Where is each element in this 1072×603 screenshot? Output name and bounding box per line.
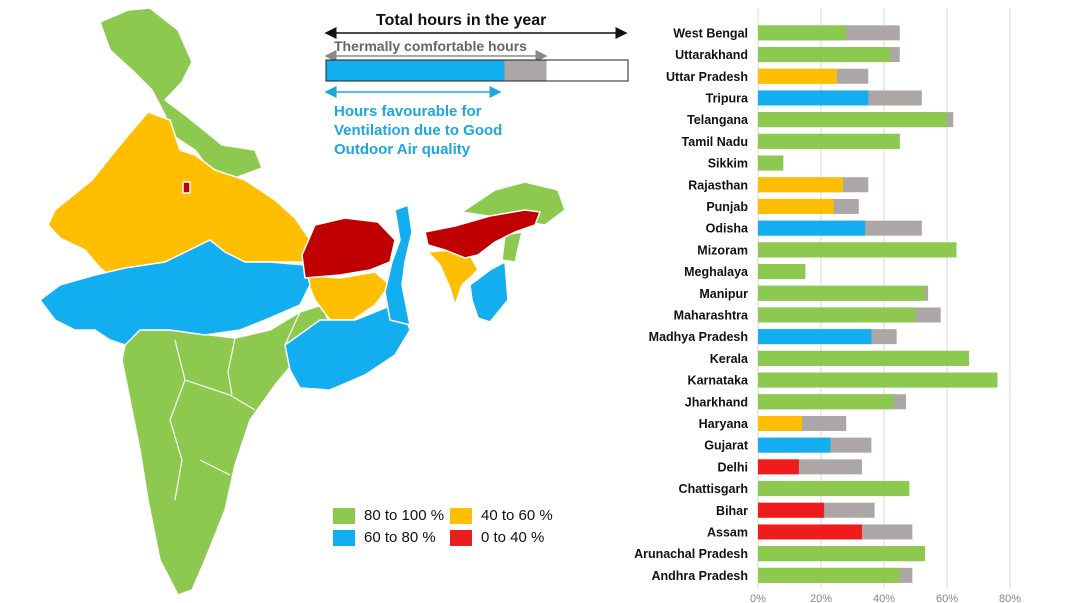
category-label: Maharashtra [674, 308, 749, 322]
bar-ventilation [758, 437, 831, 453]
bar-ventilation [758, 90, 869, 106]
bar-ventilation [758, 459, 799, 475]
category-label: Telangana [687, 113, 749, 127]
bar-ventilation [758, 481, 910, 497]
region-green-meghalaya [501, 231, 523, 263]
category-label: Mizoram [697, 243, 748, 257]
x-tick-label: 60% [936, 593, 958, 603]
legend-swatch [333, 507, 355, 524]
category-label: Assam [707, 525, 748, 539]
category-label: Karnataka [688, 374, 749, 388]
legend-item-60-80: 60 to 80 % [333, 529, 436, 546]
region-blue-bengal [384, 204, 413, 326]
category-label: Rajasthan [688, 178, 748, 192]
region-red-assam [424, 209, 541, 259]
bar-ventilation [758, 372, 998, 388]
category-label: Delhi [717, 460, 748, 474]
legend-label: 80 to 100 % [364, 507, 445, 524]
bar-ventilation [758, 47, 891, 63]
bar-ventilation [758, 546, 925, 562]
legend-swatch [450, 529, 472, 546]
region-blue-odisha [284, 301, 411, 391]
bar-ventilation [758, 264, 806, 280]
category-label: Meghalaya [684, 265, 749, 279]
bar-ventilation [758, 133, 900, 149]
bar-ventilation [758, 242, 957, 258]
key-bar-comfort [504, 60, 547, 81]
category-label: Manipur [699, 287, 748, 301]
category-label: Tripura [706, 91, 749, 105]
category-label: Uttar Pradesh [666, 70, 748, 84]
key-bar-ventilation [326, 60, 505, 81]
bar-ventilation [758, 112, 947, 128]
category-label: Uttarakhand [675, 48, 748, 62]
region-blue-tripura [469, 261, 509, 323]
key-graphic [324, 27, 629, 98]
region-green-south [121, 304, 331, 596]
category-label: West Bengal [673, 26, 748, 40]
bar-ventilation [758, 415, 803, 431]
key-comfort-hours-label: Thermally comfortable hours [334, 38, 527, 54]
bar-ventilation [758, 502, 825, 518]
legend-label: 40 to 60 % [481, 507, 553, 524]
bar-ventilation [758, 155, 784, 171]
legend-label: 60 to 80 % [364, 529, 436, 546]
legend-item-40-60: 40 to 60 % [450, 507, 553, 524]
x-tick-label: 20% [810, 593, 832, 603]
x-tick-label: 80% [999, 593, 1021, 603]
category-label: Punjab [706, 200, 748, 214]
bar-ventilation [758, 285, 925, 301]
legend-item-0-40: 0 to 40 % [450, 529, 544, 546]
category-label: Gujarat [704, 439, 749, 453]
category-label: Chattisgarh [679, 482, 748, 496]
category-label: Kerala [710, 352, 749, 366]
bar-ventilation [758, 394, 894, 410]
bar-ventilation [758, 567, 900, 583]
key-ventilation-hours-label: Hours favourable for Ventilation due to … [334, 103, 503, 158]
category-label: Odisha [706, 222, 749, 236]
india-map [39, 7, 566, 596]
region-blue-gujarat-mp [39, 239, 311, 346]
bar-ventilation [758, 177, 844, 193]
bar-ventilation [758, 524, 862, 540]
state-bar-chart: West Bengal Uttarakhand Uttar Pradesh Tripu… [634, 8, 1021, 603]
bar-ventilation [758, 198, 834, 214]
region-orange-northeast [427, 249, 479, 306]
category-label: Arunachal Pradesh [634, 547, 748, 561]
bar-ventilation [758, 220, 866, 236]
legend-item-80-100: 80 to 100 % [333, 507, 444, 524]
region-orange-jharkhand [304, 271, 391, 323]
bar-ventilation [758, 68, 837, 84]
bar-ventilation [758, 350, 970, 366]
category-label: Tamil Nadu [682, 135, 748, 149]
bar-ventilation [758, 329, 872, 345]
category-label: Jharkhand [685, 395, 748, 409]
x-tick-label: 0% [750, 593, 766, 603]
bar-ventilation [758, 25, 847, 41]
legend-swatch [333, 529, 355, 546]
x-tick-label: 40% [873, 593, 895, 603]
region-green-north [99, 7, 263, 179]
region-red-bihar [301, 217, 396, 279]
category-label: Sikkim [708, 157, 748, 171]
legend-swatch [450, 507, 472, 524]
key-total-hours-label: Total hours in the year [376, 12, 547, 29]
category-label: Andhra Pradesh [651, 569, 748, 583]
category-label: Haryana [699, 417, 749, 431]
region-red-delhi [182, 181, 191, 194]
legend-label: 0 to 40 % [481, 529, 545, 546]
category-label: Madhya Pradesh [649, 330, 748, 344]
map-legend: 80 to 100 % 40 to 60 % 60 to 80 % 0 to 4… [333, 500, 573, 550]
bar-ventilation [758, 307, 916, 323]
category-label: Bihar [716, 504, 748, 518]
chart-key: Total hours in the year Thermally comfor… [318, 8, 638, 178]
